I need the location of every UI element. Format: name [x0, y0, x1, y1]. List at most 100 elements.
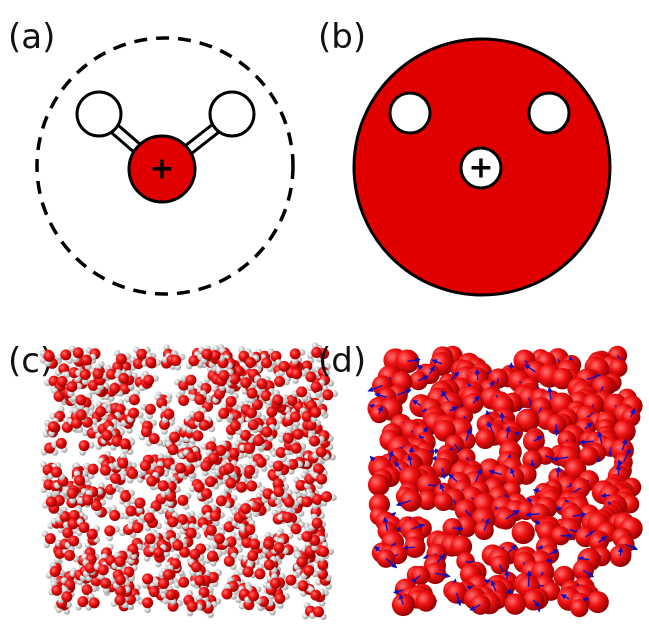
hydrogen	[95, 363, 102, 371]
oxygen	[163, 408, 175, 420]
oxygen	[301, 530, 313, 542]
oxygen	[275, 447, 287, 459]
dipole-arrow	[394, 461, 402, 471]
oxygen	[145, 356, 157, 368]
dipole-arrow	[382, 516, 389, 532]
sphere	[511, 520, 535, 545]
hydrogen	[291, 357, 299, 365]
hydrogen	[111, 482, 119, 489]
hydrogen	[87, 442, 95, 449]
oxygen	[255, 456, 267, 468]
oxygen	[97, 564, 109, 576]
oxygen	[80, 354, 92, 366]
hydrogen	[252, 510, 260, 517]
oxygen	[128, 407, 140, 419]
dipole-arrow	[505, 426, 511, 439]
oxygen	[225, 396, 237, 408]
hydrogen	[251, 533, 259, 541]
oxygen	[66, 487, 78, 499]
oxygen	[247, 419, 259, 431]
oxygen	[132, 358, 144, 370]
oxygen	[75, 394, 87, 406]
hydrogen	[75, 90, 123, 138]
hydrogen	[327, 548, 334, 556]
oxygen	[119, 438, 131, 450]
hydrogen	[296, 460, 304, 468]
oxygen	[278, 360, 290, 372]
oxygen	[247, 550, 259, 562]
oxygen	[282, 512, 294, 524]
hydrogen	[154, 359, 162, 366]
charge: +	[468, 151, 493, 186]
oxygen	[193, 481, 205, 493]
oxygen	[178, 576, 190, 588]
dipole-arrow	[465, 427, 472, 441]
oxygen	[254, 568, 266, 580]
oxygen	[213, 533, 225, 545]
dipole-arrow	[385, 558, 398, 569]
oxygen	[285, 574, 297, 586]
oxygen	[215, 495, 227, 507]
oxygen	[292, 428, 304, 440]
oxygen	[301, 360, 313, 372]
hydrogen	[296, 452, 303, 459]
oxygen	[111, 435, 123, 447]
oxygen	[51, 584, 63, 596]
oxygen	[115, 353, 127, 365]
oxygen	[64, 549, 76, 561]
hydrogen	[161, 428, 168, 435]
oxygen	[68, 509, 80, 521]
oxygen	[172, 539, 184, 551]
hydrogen	[158, 570, 165, 578]
hydrogen	[106, 534, 114, 542]
oxygen	[157, 480, 169, 492]
dipole-arrow	[577, 556, 590, 562]
hydrogen	[119, 452, 127, 460]
dipole-arrow	[607, 447, 614, 458]
dipole-arrow	[630, 408, 636, 418]
oxygen	[174, 462, 186, 474]
oxygen	[143, 512, 155, 524]
sphere	[417, 489, 438, 511]
oxygen	[274, 593, 286, 605]
oxygen	[144, 533, 156, 545]
oxygen	[142, 597, 154, 609]
oxygen	[266, 406, 278, 418]
dipole-arrow	[549, 549, 559, 555]
oxygen	[128, 394, 140, 406]
oxygen	[309, 435, 321, 447]
dipole-arrow	[579, 439, 596, 445]
oxygen	[245, 356, 257, 368]
oxygen	[244, 464, 256, 476]
oxygen	[104, 525, 116, 537]
dipole-arrow	[374, 392, 388, 399]
dipole-arrow	[584, 422, 593, 430]
charge: +	[149, 152, 174, 187]
oxygen	[60, 349, 72, 361]
dipole-arrow	[474, 368, 481, 381]
oxygen	[114, 594, 126, 606]
dipole-arrow	[625, 543, 639, 551]
dipole-arrow	[474, 468, 482, 484]
dipole-arrow	[617, 546, 624, 556]
oxygen	[272, 394, 284, 406]
oxygen	[286, 394, 298, 406]
oxygen	[185, 374, 197, 386]
dipole-arrow	[533, 435, 543, 442]
oxygen	[62, 527, 74, 539]
dipole-arrow	[490, 580, 497, 592]
oxygen	[109, 382, 121, 394]
oxygen	[99, 464, 111, 476]
oxygen	[311, 346, 323, 358]
hydrogen	[224, 386, 232, 394]
hydrogen	[92, 425, 100, 433]
dipole-arrow	[367, 384, 383, 392]
oxygen	[66, 381, 78, 393]
oxygen	[205, 476, 217, 488]
oxygen	[78, 521, 90, 533]
oxygen	[82, 494, 94, 506]
oxygen	[125, 505, 137, 517]
oxygen	[270, 577, 282, 589]
oxygen	[77, 596, 89, 608]
oxygen	[317, 559, 329, 571]
